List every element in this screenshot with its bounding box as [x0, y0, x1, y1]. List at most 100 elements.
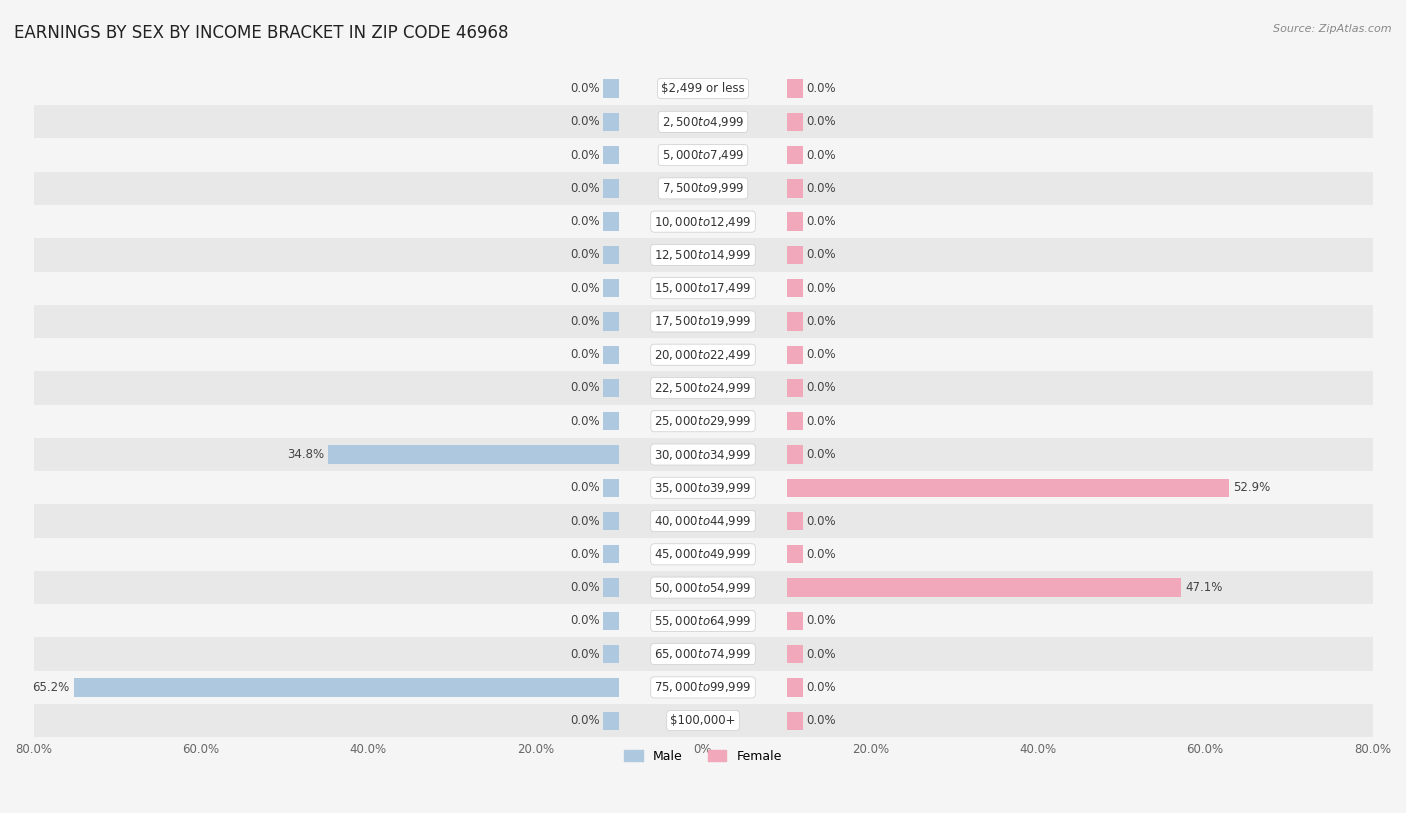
Bar [603, 446, 619, 463]
Bar [73, 678, 619, 697]
Bar [787, 179, 803, 198]
Bar [34, 704, 1372, 737]
Text: 0.0%: 0.0% [571, 481, 600, 494]
Bar [603, 179, 619, 198]
Text: 0.0%: 0.0% [806, 415, 835, 428]
Text: 0.0%: 0.0% [571, 615, 600, 628]
Bar [787, 678, 803, 697]
Bar [34, 671, 1372, 704]
Legend: Male, Female: Male, Female [619, 745, 787, 767]
Bar [34, 72, 1372, 105]
Bar [603, 512, 619, 530]
Text: $40,000 to $44,999: $40,000 to $44,999 [654, 514, 752, 528]
Text: 0.0%: 0.0% [806, 681, 835, 693]
Bar [603, 611, 619, 630]
Text: 0.0%: 0.0% [571, 648, 600, 661]
Text: $7,500 to $9,999: $7,500 to $9,999 [662, 181, 744, 195]
Text: 0.0%: 0.0% [571, 415, 600, 428]
Bar [34, 604, 1372, 637]
Text: 47.1%: 47.1% [1185, 581, 1222, 594]
Bar [787, 479, 803, 497]
Text: $17,500 to $19,999: $17,500 to $19,999 [654, 315, 752, 328]
Bar [787, 146, 803, 164]
Bar [34, 438, 1372, 472]
Text: 0.0%: 0.0% [806, 281, 835, 294]
Bar [787, 412, 803, 430]
Text: $75,000 to $99,999: $75,000 to $99,999 [654, 680, 752, 694]
Bar [603, 578, 619, 597]
Bar [34, 338, 1372, 372]
Text: 0.0%: 0.0% [571, 149, 600, 162]
Text: 0.0%: 0.0% [806, 182, 835, 195]
Bar [34, 172, 1372, 205]
Text: 0.0%: 0.0% [806, 714, 835, 727]
Text: $22,500 to $24,999: $22,500 to $24,999 [654, 381, 752, 395]
Bar [603, 379, 619, 397]
Bar [787, 578, 803, 597]
Bar [34, 305, 1372, 338]
Text: 0.0%: 0.0% [571, 581, 600, 594]
Text: 0.0%: 0.0% [806, 615, 835, 628]
Text: $2,500 to $4,999: $2,500 to $4,999 [662, 115, 744, 128]
Text: 0.0%: 0.0% [806, 548, 835, 561]
Bar [603, 80, 619, 98]
Bar [34, 571, 1372, 604]
Bar [328, 446, 619, 463]
Bar [34, 405, 1372, 438]
Bar [787, 611, 803, 630]
Bar [603, 412, 619, 430]
Text: 0.0%: 0.0% [806, 82, 835, 95]
Text: $100,000+: $100,000+ [671, 714, 735, 727]
Bar [603, 678, 619, 697]
Bar [787, 645, 803, 663]
Bar [34, 537, 1372, 571]
Bar [787, 113, 803, 131]
Text: $12,500 to $14,999: $12,500 to $14,999 [654, 248, 752, 262]
Text: $20,000 to $22,499: $20,000 to $22,499 [654, 348, 752, 362]
Bar [34, 372, 1372, 405]
Bar [603, 546, 619, 563]
Bar [787, 246, 803, 264]
Bar [787, 479, 1229, 497]
Text: 0.0%: 0.0% [571, 249, 600, 262]
Text: 0.0%: 0.0% [571, 348, 600, 361]
Text: $30,000 to $34,999: $30,000 to $34,999 [654, 447, 752, 462]
Bar [787, 80, 803, 98]
Text: 0.0%: 0.0% [571, 115, 600, 128]
Text: 0.0%: 0.0% [806, 315, 835, 328]
Bar [603, 279, 619, 298]
Bar [787, 346, 803, 364]
Text: $10,000 to $12,499: $10,000 to $12,499 [654, 215, 752, 228]
Text: $2,499 or less: $2,499 or less [661, 82, 745, 95]
Text: $50,000 to $54,999: $50,000 to $54,999 [654, 580, 752, 594]
Text: EARNINGS BY SEX BY INCOME BRACKET IN ZIP CODE 46968: EARNINGS BY SEX BY INCOME BRACKET IN ZIP… [14, 24, 509, 42]
Text: 0.0%: 0.0% [806, 515, 835, 528]
Bar [787, 279, 803, 298]
Bar [34, 637, 1372, 671]
Text: 0.0%: 0.0% [571, 714, 600, 727]
Bar [787, 546, 803, 563]
Bar [34, 105, 1372, 138]
Text: 65.2%: 65.2% [32, 681, 69, 693]
Text: 0.0%: 0.0% [571, 315, 600, 328]
Bar [603, 113, 619, 131]
Text: 0.0%: 0.0% [571, 515, 600, 528]
Text: 0.0%: 0.0% [806, 249, 835, 262]
Text: 0.0%: 0.0% [806, 149, 835, 162]
Bar [787, 312, 803, 331]
Text: $35,000 to $39,999: $35,000 to $39,999 [654, 480, 752, 495]
Text: 0.0%: 0.0% [571, 82, 600, 95]
Bar [787, 512, 803, 530]
Bar [34, 472, 1372, 504]
Bar [603, 146, 619, 164]
Text: 0.0%: 0.0% [806, 215, 835, 228]
Text: $25,000 to $29,999: $25,000 to $29,999 [654, 415, 752, 428]
Text: $15,000 to $17,499: $15,000 to $17,499 [654, 281, 752, 295]
Text: 52.9%: 52.9% [1233, 481, 1271, 494]
Bar [34, 504, 1372, 537]
Bar [787, 711, 803, 730]
Text: 0.0%: 0.0% [571, 182, 600, 195]
Text: 34.8%: 34.8% [287, 448, 323, 461]
Text: 0.0%: 0.0% [571, 215, 600, 228]
Bar [34, 205, 1372, 238]
